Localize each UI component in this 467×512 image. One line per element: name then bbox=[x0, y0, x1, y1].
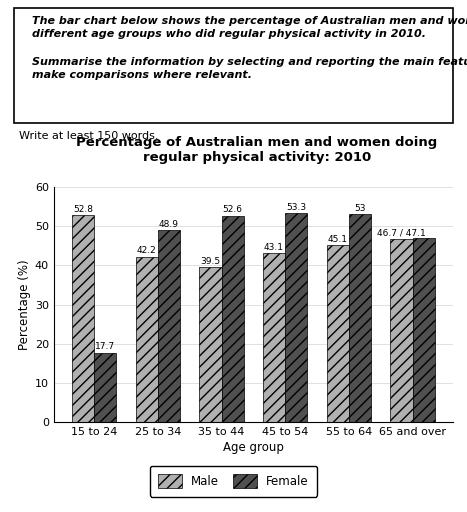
Bar bbox=[349, 215, 371, 422]
Text: 53: 53 bbox=[354, 204, 366, 213]
Text: 42.2: 42.2 bbox=[137, 246, 156, 255]
Bar bbox=[390, 239, 412, 422]
Text: The bar chart below shows the percentage of Australian men and women in
differen: The bar chart below shows the percentage… bbox=[32, 16, 467, 80]
Text: 45.1: 45.1 bbox=[328, 235, 348, 244]
Bar bbox=[412, 238, 435, 422]
Text: 39.5: 39.5 bbox=[200, 257, 220, 266]
Bar bbox=[94, 353, 116, 422]
Bar bbox=[221, 216, 244, 422]
Bar bbox=[199, 267, 221, 422]
Text: Percentage of Australian men and women doing
regular physical activity: 2010: Percentage of Australian men and women d… bbox=[76, 136, 438, 164]
Bar bbox=[263, 253, 285, 422]
Text: 52.6: 52.6 bbox=[223, 205, 243, 215]
Bar bbox=[285, 213, 307, 422]
Text: 52.8: 52.8 bbox=[73, 205, 93, 214]
Bar bbox=[158, 230, 180, 422]
Bar bbox=[326, 245, 349, 422]
Text: Write at least 150 words.: Write at least 150 words. bbox=[19, 131, 158, 141]
Text: 17.7: 17.7 bbox=[95, 343, 115, 351]
Y-axis label: Percentage (%): Percentage (%) bbox=[18, 259, 30, 350]
Text: 53.3: 53.3 bbox=[286, 203, 306, 211]
Bar bbox=[72, 215, 94, 422]
Text: 43.1: 43.1 bbox=[264, 243, 284, 252]
Text: 48.9: 48.9 bbox=[159, 220, 179, 229]
Text: 46.7 / 47.1: 46.7 / 47.1 bbox=[377, 228, 426, 238]
Legend: Male, Female: Male, Female bbox=[150, 466, 317, 497]
FancyBboxPatch shape bbox=[14, 8, 453, 123]
X-axis label: Age group: Age group bbox=[223, 441, 284, 455]
Bar bbox=[135, 257, 158, 422]
